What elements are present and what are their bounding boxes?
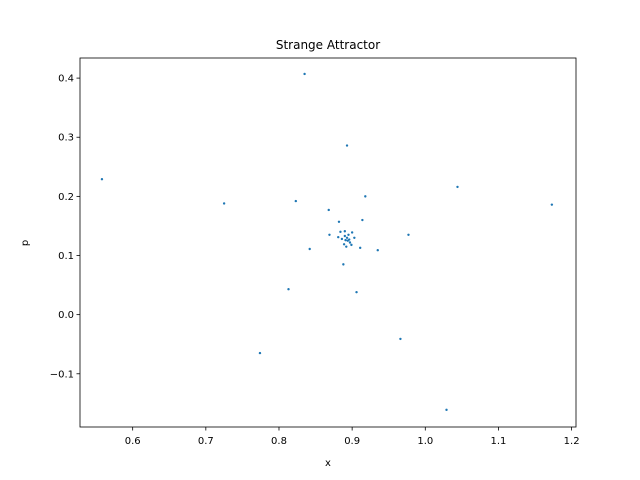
x-axis-ticks: 0.6 0.7 0.8 0.9 1.0 1.1 1.2: [125, 427, 580, 447]
data-point: [456, 185, 459, 189]
data-point: [345, 236, 349, 239]
y-tick-label: 0.2: [58, 192, 74, 203]
x-tick-label: 1.1: [491, 436, 507, 447]
data-point: [222, 202, 226, 205]
data-point: [345, 144, 349, 147]
data-point: [294, 199, 298, 203]
data-point: [353, 236, 356, 239]
x-tick-label: 0.9: [344, 436, 360, 447]
data-point: [287, 288, 290, 291]
y-tick-label: 0.4: [58, 74, 74, 85]
x-tick-label: 1.0: [417, 436, 433, 447]
data-point: [355, 290, 358, 294]
x-tick-label: 0.8: [271, 436, 287, 447]
data-point: [328, 233, 331, 237]
data-point: [308, 247, 311, 251]
data-point: [350, 243, 353, 247]
y-axis-label: p: [20, 240, 31, 246]
y-tick-label: 0.1: [58, 251, 74, 262]
data-point: [327, 208, 330, 212]
data-point: [350, 231, 354, 234]
data-point: [346, 239, 349, 242]
data-point: [343, 230, 347, 233]
data-points: [100, 72, 554, 412]
data-point: [399, 337, 402, 341]
data-point: [100, 178, 104, 181]
data-point: [339, 230, 342, 234]
data-point: [337, 220, 341, 223]
data-point: [340, 237, 344, 241]
y-tick-label: 0.0: [58, 310, 74, 321]
data-point: [445, 408, 448, 412]
y-tick-label: 0.3: [58, 133, 74, 144]
x-tick-label: 1.2: [564, 436, 580, 447]
data-point: [376, 248, 379, 252]
data-point: [347, 233, 350, 237]
data-point: [550, 203, 554, 206]
x-tick-label: 0.6: [125, 436, 141, 447]
x-tick-label: 0.7: [198, 436, 214, 447]
data-point: [342, 263, 345, 266]
data-point: [337, 235, 340, 239]
data-point: [345, 245, 348, 248]
data-point: [407, 233, 410, 237]
data-point: [361, 218, 364, 222]
data-point: [258, 351, 262, 355]
x-axis-label: x: [325, 458, 331, 469]
y-axis-ticks: −0.1 0.0 0.1 0.2 0.3 0.4: [50, 74, 80, 380]
data-point: [303, 72, 306, 76]
data-point: [364, 195, 367, 198]
data-point: [348, 241, 352, 244]
chart-title: Strange Attractor: [276, 38, 380, 52]
data-point: [342, 243, 346, 246]
data-point: [344, 238, 347, 242]
y-tick-label: −0.1: [50, 369, 74, 380]
data-point: [358, 246, 362, 250]
data-point: [343, 234, 347, 238]
plot-frame: [79, 57, 577, 428]
